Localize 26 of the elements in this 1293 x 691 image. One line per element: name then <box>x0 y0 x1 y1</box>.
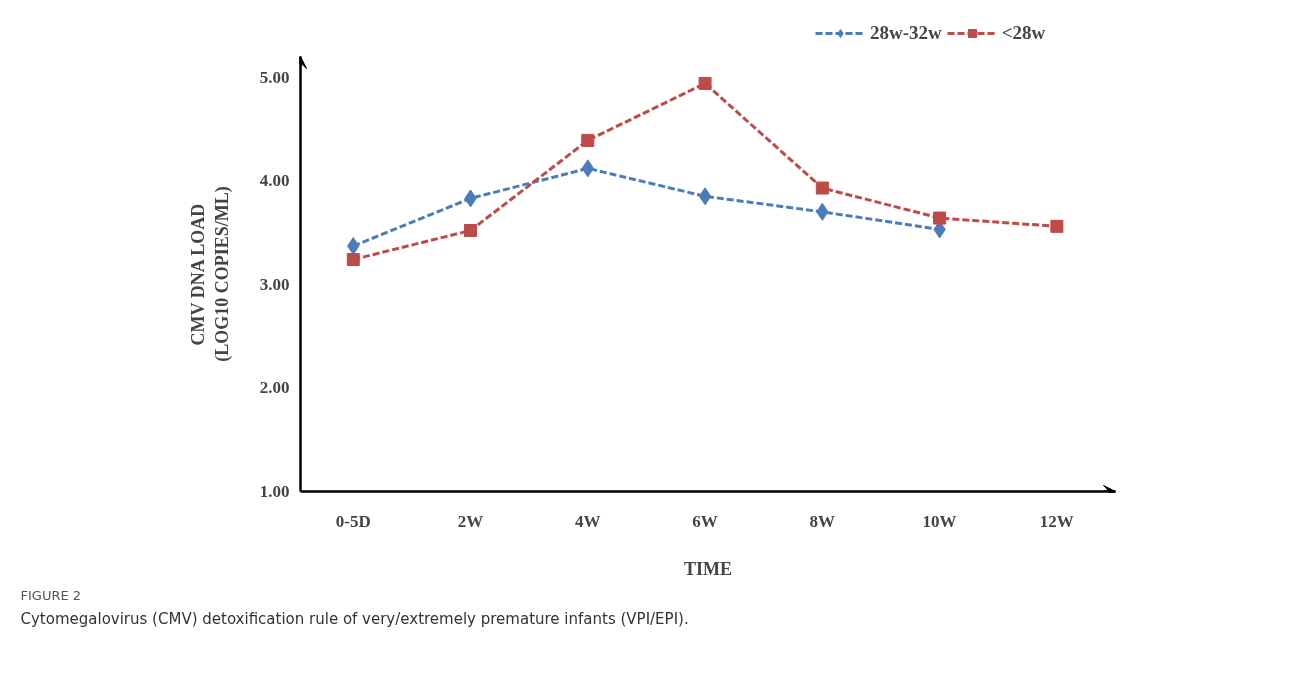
point <box>698 76 712 90</box>
point <box>933 211 947 225</box>
x-tick-label: 10W <box>922 511 957 531</box>
x-tick-label: 12W <box>1039 511 1074 531</box>
y-tick-label: 5.00 <box>259 67 290 87</box>
point <box>581 133 595 147</box>
point <box>698 187 712 206</box>
x-tick-label: 8W <box>809 511 836 531</box>
legend-label: 28w-32w <box>870 22 942 44</box>
y-axis-title: CMV DNA LOAD (LOG10 COPIES/ML) <box>187 186 233 362</box>
y-tick-label: 4.00 <box>259 171 290 191</box>
x-axis-title: TIME <box>684 558 733 579</box>
point <box>464 224 478 237</box>
y-tick-label: 3.00 <box>259 274 290 294</box>
caption: FIGURE 2 <box>20 587 82 603</box>
point <box>1050 219 1064 233</box>
legend-label: <28w <box>1001 22 1046 44</box>
point <box>346 253 360 266</box>
point <box>815 181 829 195</box>
y-tick-label: 2.00 <box>259 378 290 398</box>
y-tick-label: 1.00 <box>259 482 290 501</box>
x-tick-label: 4W <box>575 511 601 531</box>
x-tick-label: 6W <box>692 511 718 531</box>
x-tick-label: 0-5D <box>335 511 371 531</box>
x-tick-label: 2W <box>457 511 484 531</box>
text: Cytomegalovirus (CMV) detoxification rule of very/extremely premature infants (VPI/EPI). <box>20 609 689 628</box>
